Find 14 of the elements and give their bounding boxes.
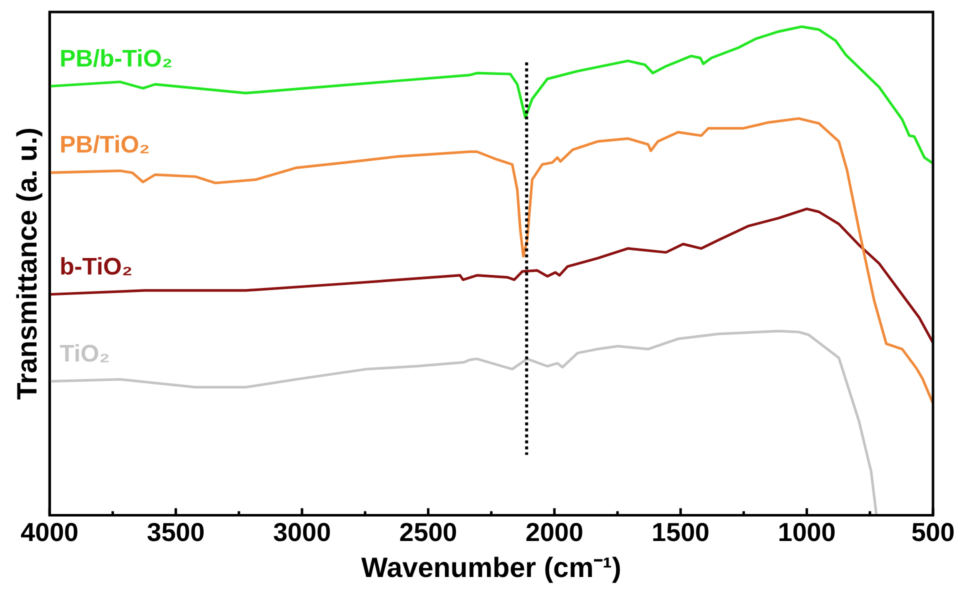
x-tick-label: 2500 (399, 516, 458, 547)
x-axis-title: Wavenumber (cm⁻¹) (361, 552, 622, 583)
x-tick-label: 4000 (20, 516, 79, 547)
series-label: b-TiO₂ (60, 253, 132, 280)
series-label: TiO₂ (60, 340, 110, 368)
x-tick-label: 3000 (273, 516, 331, 547)
x-tick-label: 3500 (146, 516, 205, 547)
y-axis-title: Transmittance (a. u.) (12, 127, 43, 400)
x-tick-label: 1500 (652, 516, 710, 547)
x-tick-label: 1000 (778, 516, 836, 547)
series-label: PB/b-TiO₂ (60, 45, 172, 72)
series-label: PB/TiO₂ (60, 132, 150, 159)
x-tick-label: 2000 (525, 516, 584, 547)
x-tick-label: 500 (911, 516, 955, 547)
